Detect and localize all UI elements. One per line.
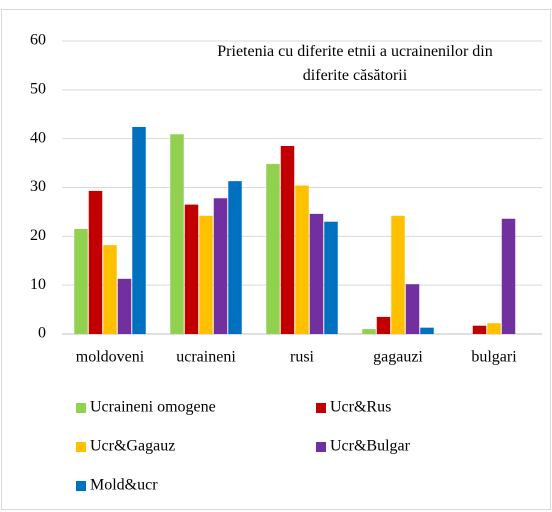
legend-label: Ucr&Rus [330, 399, 391, 416]
legend-swatch [316, 403, 326, 413]
y-tick-label: 50 [30, 81, 46, 98]
bar [472, 325, 487, 334]
y-tick-label: 60 [30, 32, 46, 49]
x-tick-label: ucraineni [176, 349, 236, 366]
bar [420, 327, 434, 334]
y-tick-label: 30 [30, 178, 46, 195]
legend-swatch [76, 442, 86, 452]
bar [74, 229, 88, 334]
x-tick-label: gagauzi [373, 349, 423, 366]
bar [487, 323, 501, 334]
bar [184, 204, 199, 334]
bar [405, 284, 420, 334]
bar [170, 134, 184, 334]
legend-label: Ucr&Bulgar [330, 438, 411, 455]
bar [280, 145, 295, 334]
x-tick-label: bulgari [471, 349, 517, 366]
x-tick-label: moldoveni [76, 349, 145, 366]
bar [391, 215, 405, 334]
bar [309, 213, 324, 334]
bar [501, 218, 516, 334]
bar [324, 221, 338, 334]
bar [376, 316, 391, 334]
bar [213, 198, 228, 334]
bar [117, 278, 132, 334]
y-tick-label: 40 [30, 129, 46, 146]
legend-swatch [316, 442, 326, 452]
bar [103, 245, 117, 334]
x-tick-label: rusi [290, 349, 315, 366]
legend-swatch [76, 481, 86, 491]
bar [132, 126, 146, 335]
bar [362, 329, 376, 334]
y-tick-label: 20 [30, 227, 46, 244]
bar [88, 190, 103, 334]
legend-label: Ucraineni omogene [90, 399, 216, 416]
bar [266, 164, 280, 334]
chart-title: Prietenia cu diferite etnii a ucrainenil… [217, 43, 493, 84]
y-tick-label: 0 [38, 325, 46, 342]
legend-label: Ucr&Gagauz [90, 438, 175, 455]
legend-label: Mold&ucr [90, 477, 158, 494]
bar [199, 215, 213, 334]
chart-border [1, 9, 551, 510]
y-tick-label: 10 [30, 276, 46, 293]
bar [228, 181, 242, 334]
bar [295, 185, 309, 334]
legend-swatch [76, 403, 86, 413]
